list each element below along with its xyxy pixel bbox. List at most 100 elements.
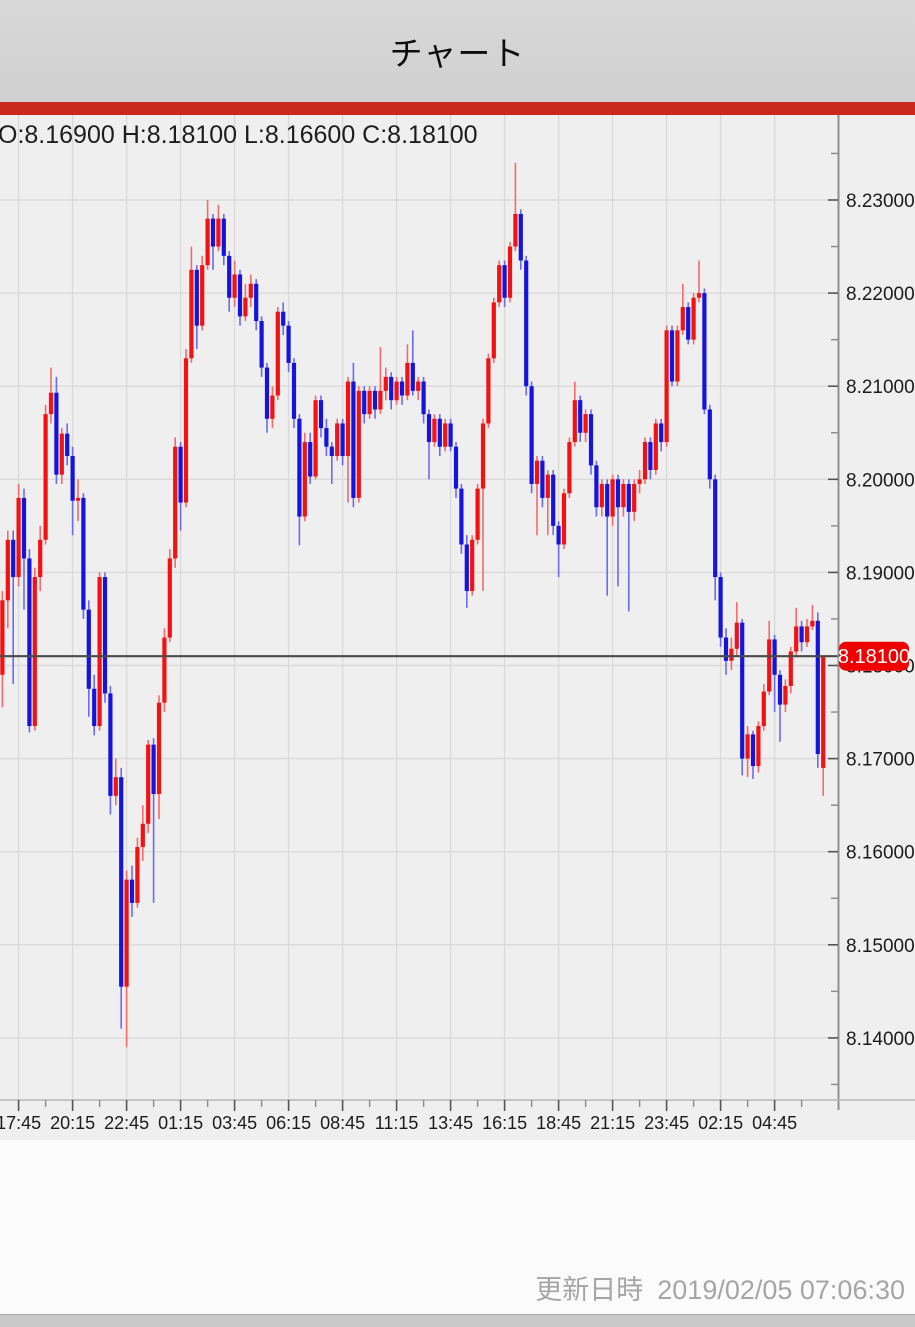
candle-up xyxy=(632,483,637,512)
candle-up xyxy=(405,362,410,396)
chart-background xyxy=(0,115,915,1140)
y-axis-label: 8.15000 xyxy=(846,936,915,957)
candle-up xyxy=(356,390,361,498)
candle-down xyxy=(254,283,259,322)
x-axis-label: 17:45 xyxy=(0,1113,41,1133)
candle-down xyxy=(524,260,529,387)
candle-down xyxy=(453,446,459,489)
candle-down xyxy=(237,274,243,317)
current-price-badge-text: 8.18100 xyxy=(838,646,910,668)
candle-up xyxy=(783,685,788,705)
candle-up xyxy=(38,539,43,578)
candle-down xyxy=(648,442,653,470)
candle-down xyxy=(11,539,16,578)
candle-up xyxy=(534,460,540,484)
candle-down xyxy=(54,392,59,475)
candle-up xyxy=(486,358,491,424)
candle-up xyxy=(745,734,750,759)
candle-up xyxy=(696,293,702,298)
candle-down xyxy=(259,321,264,368)
candle-up xyxy=(513,213,518,247)
candle-up xyxy=(135,847,140,903)
candle-up xyxy=(0,600,5,675)
x-axis-label: 02:15 xyxy=(698,1113,743,1133)
y-axis-label: 8.20000 xyxy=(846,470,915,491)
x-axis-label: 06:15 xyxy=(266,1113,311,1133)
candle-down xyxy=(686,307,691,340)
x-axis-label: 22:45 xyxy=(104,1113,149,1133)
candle-down xyxy=(362,390,367,415)
candle-down xyxy=(605,483,610,517)
candle-up xyxy=(216,218,221,247)
x-axis-label: 16:15 xyxy=(482,1113,527,1133)
candle-up xyxy=(313,400,318,477)
y-axis-label: 8.19000 xyxy=(846,563,915,584)
candle-down xyxy=(750,734,756,767)
candle-down xyxy=(329,446,334,457)
x-axis-label: 08:45 xyxy=(320,1113,365,1133)
candle-down xyxy=(21,497,27,559)
candle-up xyxy=(162,637,167,703)
candle-down xyxy=(713,479,718,578)
candle-up xyxy=(146,744,151,824)
candle-up xyxy=(367,390,372,415)
candle-down xyxy=(119,777,124,987)
candle-down xyxy=(318,400,324,429)
candle-down xyxy=(815,620,820,754)
accent-bar xyxy=(0,102,915,115)
candle-down xyxy=(340,423,345,457)
candle-down xyxy=(426,414,432,443)
y-axis-label: 8.17000 xyxy=(846,750,915,771)
candle-up xyxy=(497,265,502,303)
candle-down xyxy=(297,418,302,517)
candle-down xyxy=(227,255,232,298)
candle-down xyxy=(324,428,329,447)
candle-down xyxy=(615,479,621,508)
y-axis-label: 8.23000 xyxy=(846,191,915,212)
candle-up xyxy=(383,376,388,391)
candle-down xyxy=(556,525,561,545)
candle-up xyxy=(48,392,54,415)
y-axis-label: 8.16000 xyxy=(846,843,915,864)
candlestick-chart-canvas[interactable]: 8.230008.220008.210008.200008.190008.180… xyxy=(0,115,915,1140)
candle-down xyxy=(264,367,270,419)
candle-up xyxy=(443,423,448,447)
candle-down xyxy=(626,483,631,512)
candle-up xyxy=(232,274,237,298)
candle-up xyxy=(599,483,604,508)
candle-down xyxy=(351,381,356,498)
candle-down xyxy=(551,474,556,526)
candle-up xyxy=(43,414,48,540)
candle-down xyxy=(151,744,156,794)
candle-down xyxy=(777,674,783,705)
candle-up xyxy=(302,442,307,517)
candle-down xyxy=(421,381,426,415)
candle-up xyxy=(173,446,178,559)
candle-down xyxy=(659,423,664,443)
chart-area[interactable]: 8.230008.220008.210008.200008.190008.180… xyxy=(0,115,915,1140)
y-axis-label: 8.14000 xyxy=(846,1029,915,1050)
candle-up xyxy=(545,474,550,498)
x-axis-label: 18:45 xyxy=(536,1113,581,1133)
candle-down xyxy=(70,456,75,501)
candle-up xyxy=(416,381,421,391)
candle-up xyxy=(761,691,766,727)
bottom-bar xyxy=(0,1314,915,1327)
candle-up xyxy=(680,307,685,331)
x-axis-label: 20:15 xyxy=(50,1113,95,1133)
candle-down xyxy=(65,433,70,457)
candle-up xyxy=(432,418,437,443)
candle-up xyxy=(475,488,480,540)
ohlc-readout: O:8.16900 H:8.18100 L:8.16600 C:8.18100 xyxy=(0,121,478,149)
candle-down xyxy=(221,218,226,256)
candle-up xyxy=(335,423,340,457)
candle-up xyxy=(491,302,496,359)
last-updated-label: 更新日時 xyxy=(535,1275,644,1305)
candle-up xyxy=(167,558,172,638)
candle-down xyxy=(740,622,745,759)
candle-down xyxy=(448,423,453,447)
candle-down xyxy=(502,265,507,298)
candle-up xyxy=(113,777,118,796)
